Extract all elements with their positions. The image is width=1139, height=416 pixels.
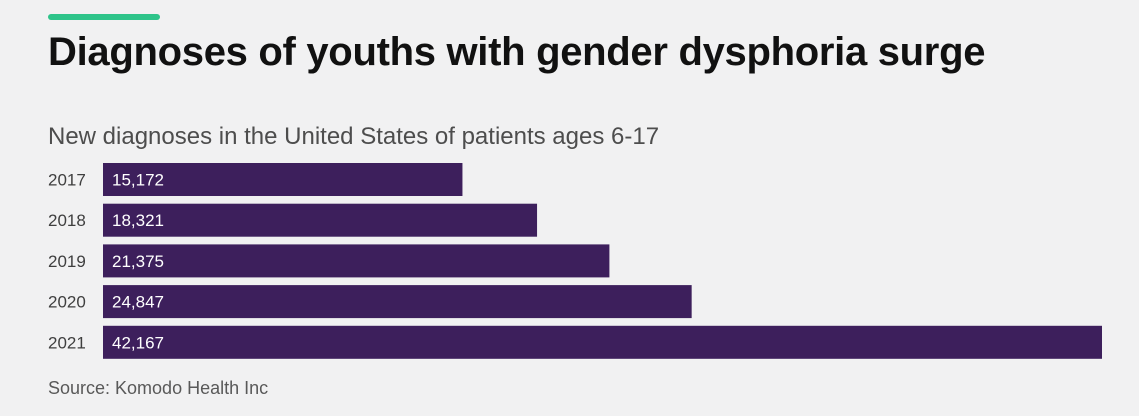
y-tick-label: 2021 [48,333,86,352]
y-tick-label: 2020 [48,293,86,312]
bar-value-label: 21,375 [112,252,164,271]
bar-value-label: 15,172 [112,171,164,190]
y-tick-label: 2018 [48,211,86,230]
accent-bar [48,14,160,20]
chart-title: Diagnoses of youths with gender dysphori… [48,30,986,74]
y-tick-label: 2017 [48,171,86,190]
bar-value-label: 18,321 [112,211,164,230]
bar-value-label: 42,167 [112,333,164,352]
bar [103,203,538,237]
chart-subtitle: New diagnoses in the United States of pa… [48,123,660,150]
bar [103,325,1102,359]
y-tick-label: 2019 [48,252,86,271]
bar [103,244,610,278]
bar [103,285,692,319]
source-note: Source: Komodo Health Inc [48,378,269,398]
bar-value-label: 24,847 [112,293,164,312]
bar [103,163,463,196]
